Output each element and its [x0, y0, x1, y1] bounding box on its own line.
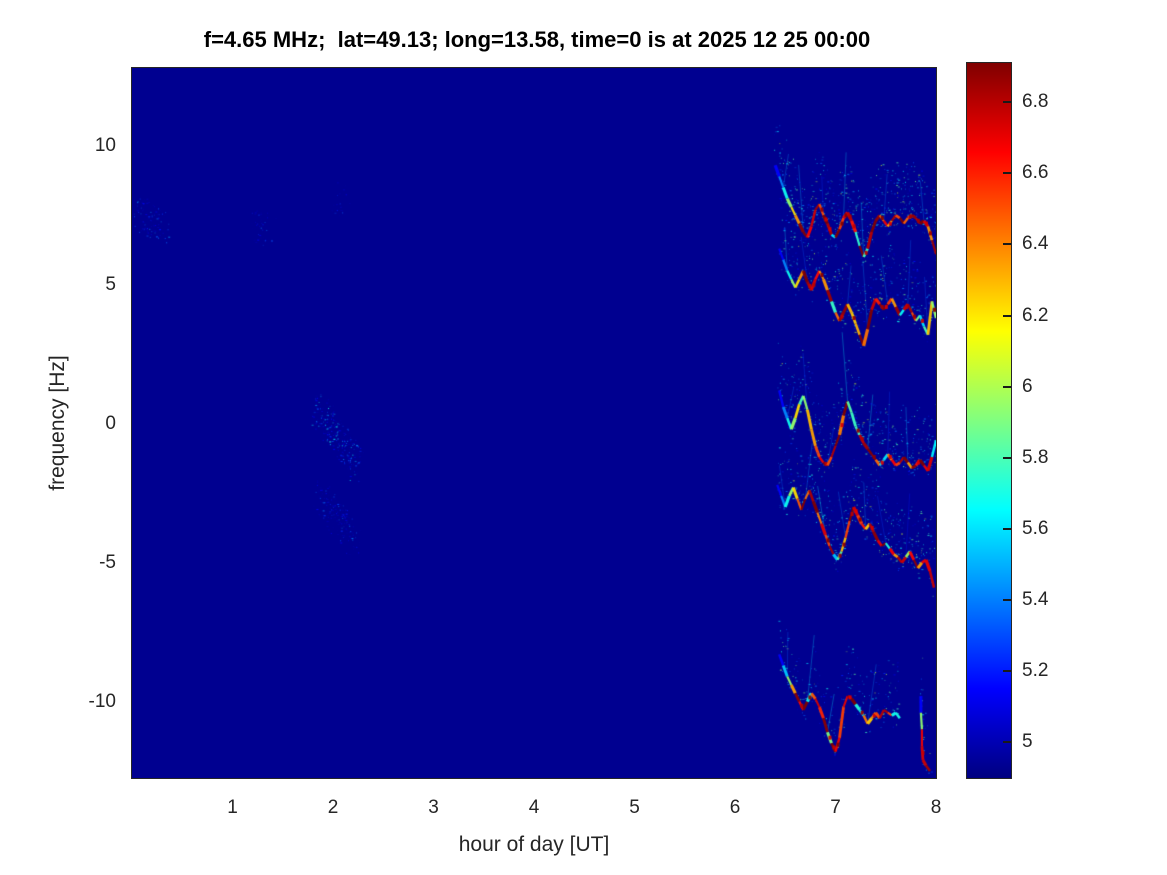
colorbar-tick-mark — [1003, 456, 1011, 459]
colorbar-tick-label: 5.4 — [1022, 589, 1049, 611]
y-tick-label: -5 — [99, 551, 116, 573]
colorbar-tick-label: 6 — [1022, 375, 1033, 397]
colorbar-tick-label: 6.4 — [1022, 233, 1049, 255]
colorbar-tick-label: 6.2 — [1022, 304, 1049, 326]
colorbar-tick-mark — [1003, 599, 1011, 602]
colorbar — [966, 62, 1012, 779]
colorbar-tick-label: 5.6 — [1022, 517, 1049, 539]
colorbar-tick-mark — [1003, 741, 1011, 744]
colorbar-tick-label: 5 — [1022, 731, 1033, 753]
x-tick-label: 2 — [327, 797, 339, 818]
x-tick-label: 7 — [830, 797, 841, 818]
x-axis-label: hour of day [UT] — [458, 833, 610, 856]
x-tick-label: 3 — [428, 797, 439, 818]
colorbar-tick-label: 5.2 — [1022, 660, 1049, 682]
x-tick-label: 5 — [629, 797, 640, 818]
y-tick-label: 5 — [105, 273, 116, 295]
x-tick-label: 1 — [227, 797, 238, 818]
colorbar-tick-label: 6.8 — [1022, 91, 1049, 113]
colorbar-tick-mark — [1003, 385, 1011, 388]
colorbar-tick-label: 6.6 — [1022, 162, 1049, 184]
y-tick-label: 10 — [94, 134, 116, 156]
colorbar-tick-mark — [1003, 172, 1011, 175]
chart-title: f=4.65 MHz; lat=49.13; long=13.58, time=… — [203, 27, 871, 52]
spectrogram-canvas — [131, 67, 937, 779]
x-tick-label: 4 — [528, 797, 540, 818]
colorbar-tick-mark — [1003, 243, 1011, 246]
colorbar-tick-label: 5.8 — [1022, 446, 1049, 468]
colorbar-tick-mark — [1003, 314, 1011, 317]
x-tick-label: 8 — [930, 797, 942, 818]
colorbar-tick-mark — [1003, 527, 1011, 530]
colorbar-tick-mark — [1003, 670, 1011, 673]
x-tick-label: 6 — [729, 797, 741, 818]
colorbar-tick-mark — [1003, 101, 1011, 104]
y-tick-label: -10 — [88, 690, 116, 712]
y-tick-label: 0 — [105, 412, 116, 434]
